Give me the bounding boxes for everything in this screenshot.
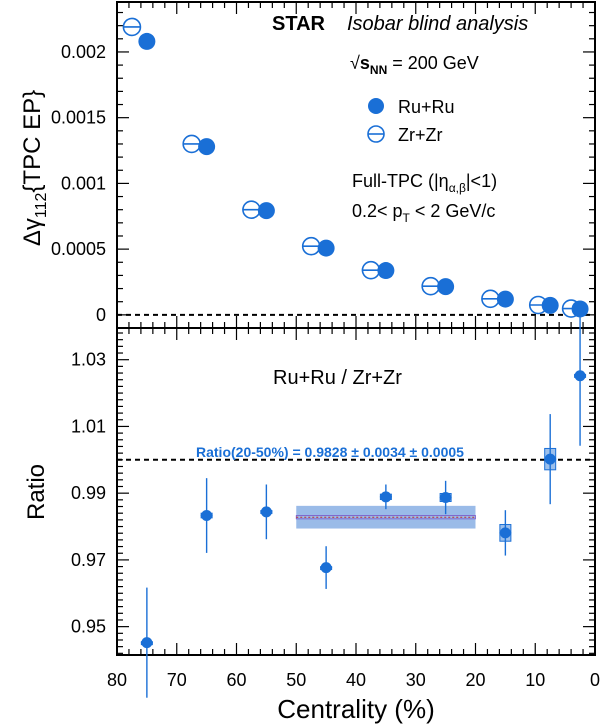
x-tick-label: 30 [406, 670, 426, 690]
ratio-point [574, 370, 586, 382]
ratio-point [380, 491, 392, 503]
ratio-point [201, 510, 213, 522]
ratio-point [544, 453, 556, 465]
ru-point [317, 239, 335, 257]
ratio-point [141, 637, 153, 649]
y-tick-label: 0.001 [61, 173, 106, 193]
ru-point [437, 278, 455, 296]
y-tick-label: 0.99 [71, 483, 106, 503]
ratio-point [499, 527, 511, 539]
ru-point [541, 296, 559, 314]
y-tick-label: 0.0015 [51, 108, 106, 128]
ru-point [138, 32, 156, 50]
x-tick-label: 70 [167, 670, 187, 690]
y-tick-label: 0.95 [71, 617, 106, 637]
x-tick-label: 50 [286, 670, 306, 690]
ru-point [257, 202, 275, 220]
bottom-axis-ticks: 80 70 60 50 40 30 20 10 0 0.95 0.97 0.99 1.01 1.03 [71, 328, 600, 690]
ru-point [198, 138, 216, 156]
ratio-title: Ru+Ru / Zr+Zr [273, 367, 402, 389]
top-axis-ticks: 0 0.0005 0.001 0.0015 0.002 [51, 2, 596, 328]
ratio-point [440, 492, 452, 504]
legend-ru-marker [368, 98, 384, 114]
ru-point [496, 290, 514, 308]
y-tick-label: 0.97 [71, 550, 106, 570]
y-tick-label: 0.0005 [51, 239, 106, 259]
bottom-ylabel: Ratio [23, 464, 50, 520]
legend-zr-label: Zr+Zr [398, 125, 443, 145]
energy-label: √sNN = 200 GeV [350, 53, 479, 77]
y-tick-label: 1.01 [71, 416, 106, 436]
top-ylabel: Δγ112{TPC EP} [19, 90, 50, 246]
top-data-points [122, 17, 589, 318]
x-tick-label: 40 [346, 670, 366, 690]
ratio-annotation: Ratio(20-50%) = 0.9828 ± 0.0034 ± 0.0005 [196, 444, 464, 460]
y-tick-label: 1.03 [71, 350, 106, 370]
ratio-data-points [140, 305, 587, 698]
x-tick-label: 0 [590, 670, 600, 690]
ratio-point [260, 506, 272, 518]
analysis-label: Isobar blind analysis [347, 13, 528, 35]
x-tick-label: 20 [465, 670, 485, 690]
ratio-average-band [295, 505, 476, 529]
top-panel-frame [116, 1, 596, 329]
y-tick-label: 0 [96, 305, 106, 325]
cut-eta-label: Full-TPC (|ηα,β|<1) [352, 171, 497, 195]
ru-point [377, 262, 395, 280]
x-tick-label: 80 [107, 670, 127, 690]
ratio-point [320, 562, 332, 574]
legend-ru-label: Ru+Ru [398, 97, 455, 117]
cut-pt-label: 0.2< pT < 2 GeV/c [352, 201, 495, 225]
x-tick-label: 60 [226, 670, 246, 690]
y-tick-label: 0.002 [61, 42, 106, 62]
experiment-label: STAR [272, 13, 326, 35]
xlabel: Centrality (%) [277, 694, 434, 724]
x-tick-label: 10 [525, 670, 545, 690]
